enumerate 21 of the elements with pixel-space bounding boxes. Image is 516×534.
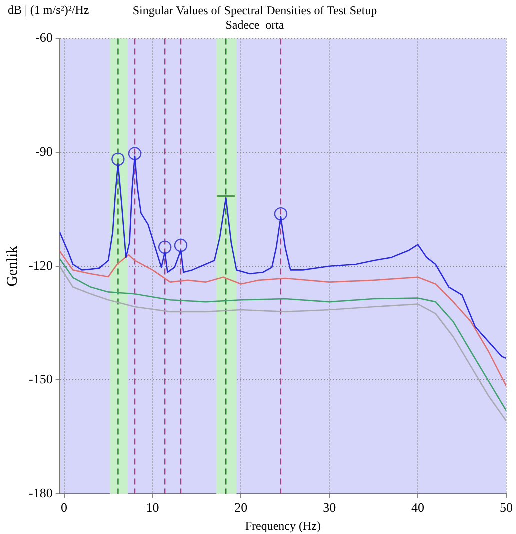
x-tick-label: 40 xyxy=(412,500,425,516)
x-tick-label: 0 xyxy=(61,500,68,516)
x-tick-label: 20 xyxy=(234,500,248,516)
point xyxy=(158,240,172,254)
y-axis-title: Genlik xyxy=(4,245,21,287)
chart-title: Singular Values of Spectral Densities of Test Setup xyxy=(132,3,378,18)
x-tick-label: 50 xyxy=(500,500,513,516)
point xyxy=(128,147,142,160)
x-axis-title: Frequency (Hz) xyxy=(245,518,321,533)
text: dB | (1 m/s²)²/Hz xyxy=(8,3,90,18)
x-tick-label: 30 xyxy=(323,500,336,516)
y-tick-label: -150 xyxy=(28,372,53,387)
x-tick-label: 10 xyxy=(146,500,160,516)
point xyxy=(112,152,125,166)
y-tick-label: -180 xyxy=(28,485,53,500)
point xyxy=(174,238,188,252)
y-tick-label: -120 xyxy=(28,258,53,273)
y-tick-label: -90 xyxy=(35,144,53,160)
point xyxy=(274,207,288,221)
y-tick-label: -60 xyxy=(35,30,53,46)
chart-subtitle: Sadece orta xyxy=(226,18,285,32)
